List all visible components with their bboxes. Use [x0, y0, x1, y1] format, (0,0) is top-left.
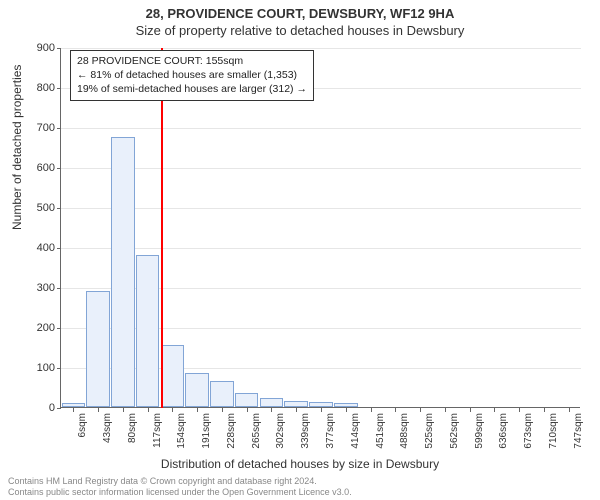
x-tick-mark: [371, 408, 372, 412]
y-tick-label: 400: [0, 242, 55, 254]
y-tick-label: 800: [0, 82, 55, 94]
x-tick-mark: [123, 408, 124, 412]
x-tick-mark: [395, 408, 396, 412]
histogram-bar: [210, 381, 234, 407]
x-tick-label: 451sqm: [375, 413, 386, 449]
x-tick-mark: [172, 408, 173, 412]
x-tick-mark: [247, 408, 248, 412]
histogram-bar: [185, 373, 209, 407]
annotation-line: ← 81% of detached houses are smaller (1,…: [77, 68, 307, 82]
x-tick-mark: [148, 408, 149, 412]
y-tick-label: 600: [0, 162, 55, 174]
x-tick-label: 747sqm: [573, 413, 584, 449]
x-tick-mark: [98, 408, 99, 412]
x-tick-mark: [222, 408, 223, 412]
x-tick-label: 599sqm: [474, 413, 485, 449]
grid-line: [61, 128, 581, 129]
histogram-bar: [161, 345, 185, 407]
x-tick-label: 636sqm: [498, 413, 509, 449]
y-tick-mark: [57, 128, 61, 129]
histogram-bar: [284, 401, 308, 407]
y-tick-label: 500: [0, 202, 55, 214]
x-axis-label: Distribution of detached houses by size …: [0, 457, 600, 471]
x-tick-label: 673sqm: [523, 413, 534, 449]
x-tick-label: 117sqm: [152, 413, 163, 448]
y-tick-mark: [57, 288, 61, 289]
y-tick-mark: [57, 368, 61, 369]
y-tick-mark: [57, 48, 61, 49]
plot: 6sqm43sqm80sqm117sqm154sqm191sqm228sqm26…: [60, 48, 580, 408]
x-tick-mark: [445, 408, 446, 412]
histogram-bar: [111, 137, 135, 407]
histogram-bar: [62, 403, 86, 407]
histogram-bar: [260, 398, 284, 407]
reference-line: [161, 48, 163, 408]
page-title: 28, PROVIDENCE COURT, DEWSBURY, WF12 9HA: [0, 0, 600, 21]
y-tick-mark: [57, 408, 61, 409]
histogram-bar: [235, 393, 259, 407]
x-tick-mark: [470, 408, 471, 412]
x-tick-label: 43sqm: [102, 413, 113, 443]
x-tick-mark: [271, 408, 272, 412]
footer-line: Contains public sector information licen…: [8, 487, 352, 498]
x-tick-label: 154sqm: [176, 413, 187, 449]
x-tick-mark: [519, 408, 520, 412]
x-tick-mark: [569, 408, 570, 412]
x-tick-mark: [197, 408, 198, 412]
x-tick-label: 710sqm: [548, 413, 559, 449]
x-tick-label: 377sqm: [325, 413, 336, 449]
y-tick-label: 200: [0, 322, 55, 334]
x-tick-label: 488sqm: [399, 413, 410, 449]
chart-container: 28, PROVIDENCE COURT, DEWSBURY, WF12 9HA…: [0, 0, 600, 500]
x-tick-label: 302sqm: [275, 413, 286, 449]
x-tick-label: 191sqm: [201, 413, 212, 449]
annotation-box: 28 PROVIDENCE COURT: 155sqm ← 81% of det…: [70, 50, 314, 101]
y-tick-label: 300: [0, 282, 55, 294]
x-tick-mark: [494, 408, 495, 412]
y-tick-label: 700: [0, 122, 55, 134]
annotation-line: 19% of semi-detached houses are larger (…: [77, 82, 307, 96]
x-tick-label: 525sqm: [424, 413, 435, 449]
x-tick-label: 228sqm: [226, 413, 237, 449]
histogram-bar: [136, 255, 160, 407]
x-tick-label: 80sqm: [127, 413, 138, 443]
y-tick-mark: [57, 328, 61, 329]
annotation-line: 28 PROVIDENCE COURT: 155sqm: [77, 54, 307, 68]
y-tick-label: 900: [0, 42, 55, 54]
x-tick-mark: [544, 408, 545, 412]
grid-line: [61, 48, 581, 49]
x-tick-label: 562sqm: [449, 413, 460, 449]
grid-line: [61, 168, 581, 169]
x-tick-mark: [296, 408, 297, 412]
page-subtitle: Size of property relative to detached ho…: [0, 21, 600, 38]
x-tick-label: 414sqm: [350, 413, 361, 449]
histogram-bar: [334, 403, 358, 407]
x-tick-mark: [420, 408, 421, 412]
x-tick-mark: [321, 408, 322, 412]
x-tick-label: 265sqm: [251, 413, 262, 449]
footer-attribution: Contains HM Land Registry data © Crown c…: [8, 476, 352, 498]
histogram-bar: [86, 291, 110, 407]
y-tick-label: 0: [0, 402, 55, 414]
y-tick-mark: [57, 248, 61, 249]
grid-line: [61, 208, 581, 209]
y-tick-label: 100: [0, 362, 55, 374]
y-tick-mark: [57, 208, 61, 209]
x-tick-mark: [346, 408, 347, 412]
y-tick-mark: [57, 88, 61, 89]
x-tick-label: 339sqm: [300, 413, 311, 449]
plot-area: 6sqm43sqm80sqm117sqm154sqm191sqm228sqm26…: [60, 48, 580, 408]
y-tick-mark: [57, 168, 61, 169]
x-tick-label: 6sqm: [77, 413, 88, 437]
x-tick-mark: [73, 408, 74, 412]
grid-line: [61, 248, 581, 249]
footer-line: Contains HM Land Registry data © Crown c…: [8, 476, 352, 487]
histogram-bar: [309, 402, 333, 407]
